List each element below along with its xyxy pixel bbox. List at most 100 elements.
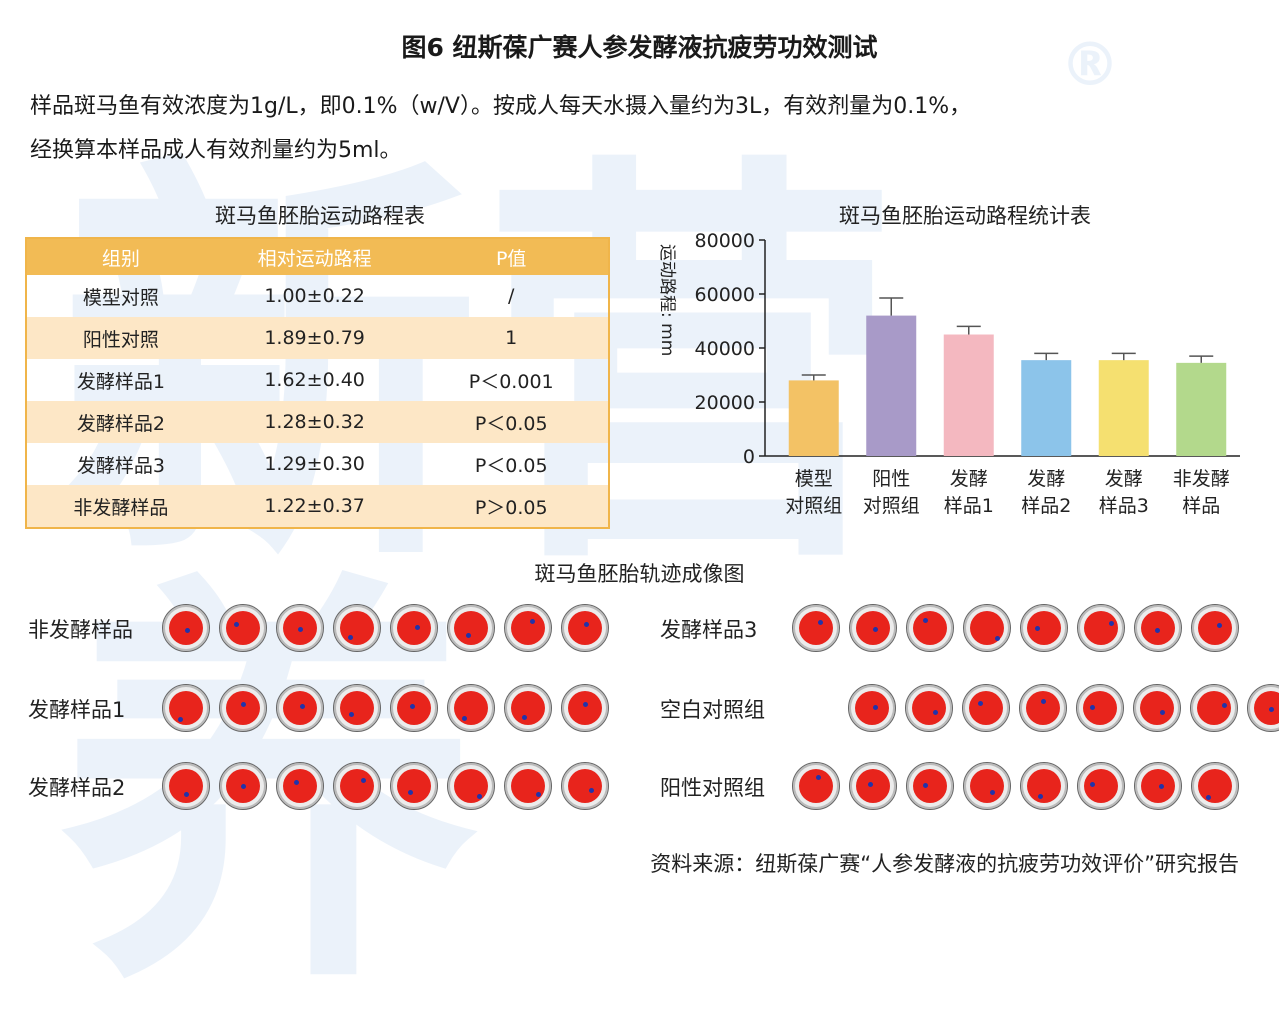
embryo-marker	[1217, 622, 1223, 628]
trajectory-trace	[1140, 691, 1174, 725]
embryo-marker	[465, 632, 471, 638]
embryo-marker	[922, 618, 928, 623]
embryo-marker	[535, 792, 541, 798]
cell-distance: 1.22±0.37	[214, 485, 415, 528]
bar	[1021, 360, 1072, 456]
distance-table: 组别 相对运动路程 P值 模型对照 1.00±0.22 / 阳性对照 1.89±…	[25, 237, 610, 529]
embryo-marker	[583, 701, 589, 707]
trajectory-trace	[340, 611, 374, 645]
table-row: 模型对照 1.00±0.22 /	[26, 275, 609, 317]
embryo-marker	[294, 779, 300, 785]
petri-dish-image	[906, 762, 954, 810]
x-tick-label: 模型	[795, 468, 833, 490]
petri-dish-image	[1077, 762, 1125, 810]
table-row: 阳性对照 1.89±0.79 1	[26, 317, 609, 359]
embryo-marker	[530, 618, 536, 624]
petri-dish-image	[276, 762, 324, 810]
y-tick-label: 20000	[695, 392, 755, 414]
petri-dish-image	[561, 684, 609, 732]
trajectory-trace	[1083, 691, 1117, 725]
cell-p-value: P＜0.001	[468, 370, 554, 393]
bar	[1098, 360, 1149, 456]
trajectory-trace	[1026, 691, 1060, 725]
x-tick-label: 发酵	[1105, 468, 1143, 490]
table-title: 斑马鱼胚胎运动路程表	[215, 204, 425, 228]
trajectory-trace	[169, 691, 203, 725]
cell-p-value: P＞0.05	[414, 485, 609, 528]
trajectory-trace	[397, 769, 431, 803]
cell-group: 模型对照	[82, 286, 159, 309]
petri-dish-image	[1020, 604, 1068, 652]
embryo-marker	[1089, 705, 1095, 711]
trajectory-trace	[912, 691, 946, 725]
trajectory-trace	[1027, 611, 1061, 645]
petri-dish-image	[504, 762, 552, 810]
intro-text-line2: 经换算本样品成人有效剂量约为5ml。	[30, 138, 402, 163]
embryo-marker	[1205, 794, 1211, 800]
header-p-value: P值	[414, 238, 609, 275]
trajectory-trace	[169, 611, 203, 645]
embryo-marker	[818, 620, 824, 626]
embryo-marker	[1038, 794, 1044, 800]
embryo-marker	[241, 783, 246, 789]
embryo-marker	[299, 703, 305, 709]
cell-group: 非发酵样品	[26, 485, 215, 528]
petri-dish-image	[849, 762, 897, 810]
petri-dish-image	[1019, 684, 1067, 732]
cell-p-value: 1	[414, 317, 609, 359]
petri-dish-image	[219, 762, 267, 810]
embryo-marker	[816, 775, 822, 781]
petri-dish-image	[333, 604, 381, 652]
cell-distance: 1.62±0.40	[264, 369, 365, 391]
group-label-left-2: 发酵样品1	[28, 698, 126, 722]
petri-dish-image	[162, 604, 210, 652]
trajectory-trace	[856, 769, 890, 803]
petri-dish-image	[906, 604, 954, 652]
x-tick-label: 对照组	[785, 495, 842, 517]
trajectory-trace	[226, 611, 260, 645]
bar	[943, 334, 994, 456]
trajectory-trace	[511, 611, 545, 645]
trajectory-trace	[1141, 769, 1175, 803]
cell-distance: 1.00±0.22	[264, 285, 365, 307]
group-label-left-3: 发酵样品2	[28, 776, 126, 800]
petri-dish-image	[1077, 604, 1125, 652]
x-tick-label: 样品3	[1099, 495, 1149, 517]
trajectory-trace	[1084, 769, 1118, 803]
petri-dish-image	[276, 604, 324, 652]
table-row: 发酵样品2 1.28±0.32 P＜0.05	[26, 401, 609, 443]
embryo-marker	[1090, 782, 1096, 788]
trajectory-trace	[1198, 611, 1232, 645]
x-tick-label: 样品	[1182, 495, 1220, 517]
trajectory-trace	[1254, 691, 1279, 725]
petri-dish-image	[962, 684, 1010, 732]
petri-dish-image	[561, 604, 609, 652]
petri-dish-image	[1133, 684, 1181, 732]
cell-group: 发酵样品1	[76, 370, 165, 393]
cell-group: 发酵样品3	[76, 454, 165, 477]
x-tick-label: 非发酵	[1173, 468, 1230, 490]
embryo-marker	[347, 634, 353, 640]
petri-dish-image	[1134, 762, 1182, 810]
trajectory-trace	[1198, 769, 1232, 803]
embryo-marker	[183, 791, 189, 797]
petri-dish-image	[447, 762, 495, 810]
intro-text-line1: 样品斑马鱼有效浓度为1g/L，即0.1%（w/V）。按成人每天水摄入量约为3L，…	[30, 94, 972, 119]
embryo-marker	[583, 621, 589, 627]
cell-p-value: /	[508, 285, 515, 307]
petri-dish-image	[447, 604, 495, 652]
embryo-marker	[933, 710, 939, 716]
petri-dish-image	[447, 684, 495, 732]
trajectory-trace	[568, 691, 602, 725]
petri-dish-image	[1191, 604, 1239, 652]
petri-dish-image	[849, 604, 897, 652]
petri-dish-image	[963, 762, 1011, 810]
x-tick-label: 发酵	[950, 468, 988, 490]
cell-p-value: P＜0.05	[474, 454, 548, 477]
cell-group: 阳性对照	[26, 317, 215, 359]
embryo-marker	[349, 712, 355, 718]
group-label-left-1: 非发酵样品	[28, 618, 133, 642]
embryo-marker	[297, 627, 303, 633]
trajectory-trace	[283, 769, 317, 803]
